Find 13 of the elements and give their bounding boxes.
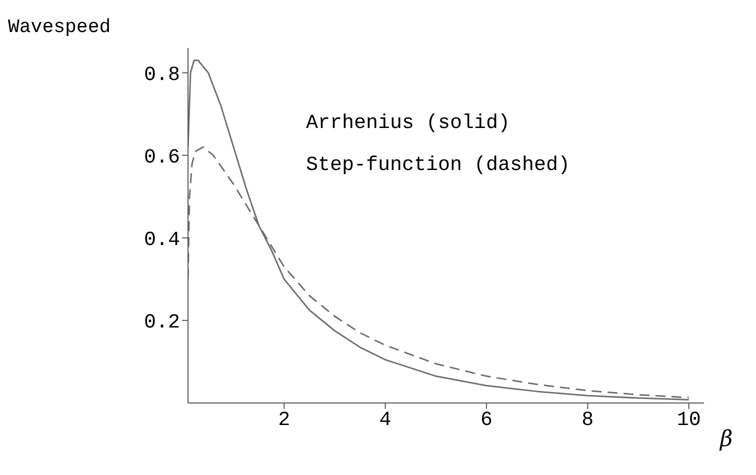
x-tick-label: 2 [278, 409, 290, 432]
x-tick-label: 6 [480, 409, 492, 432]
x-tick-label: 8 [582, 409, 594, 432]
y-tick-label: 0.2 [144, 312, 180, 335]
y-axis-title: Wavespeed [8, 16, 111, 38]
y-tick-label: 0.8 [144, 64, 180, 87]
annotation: Step-function (dashed) [306, 154, 570, 178]
x-tick-label: 10 [676, 409, 701, 432]
y-tick-label: 0.4 [144, 228, 180, 252]
x-axis-title: β [720, 427, 733, 452]
annotation: Arrhenius (solid) [306, 112, 510, 136]
y-tick-label: 0.6 [144, 146, 180, 170]
x-tick-label: 4 [379, 409, 392, 432]
